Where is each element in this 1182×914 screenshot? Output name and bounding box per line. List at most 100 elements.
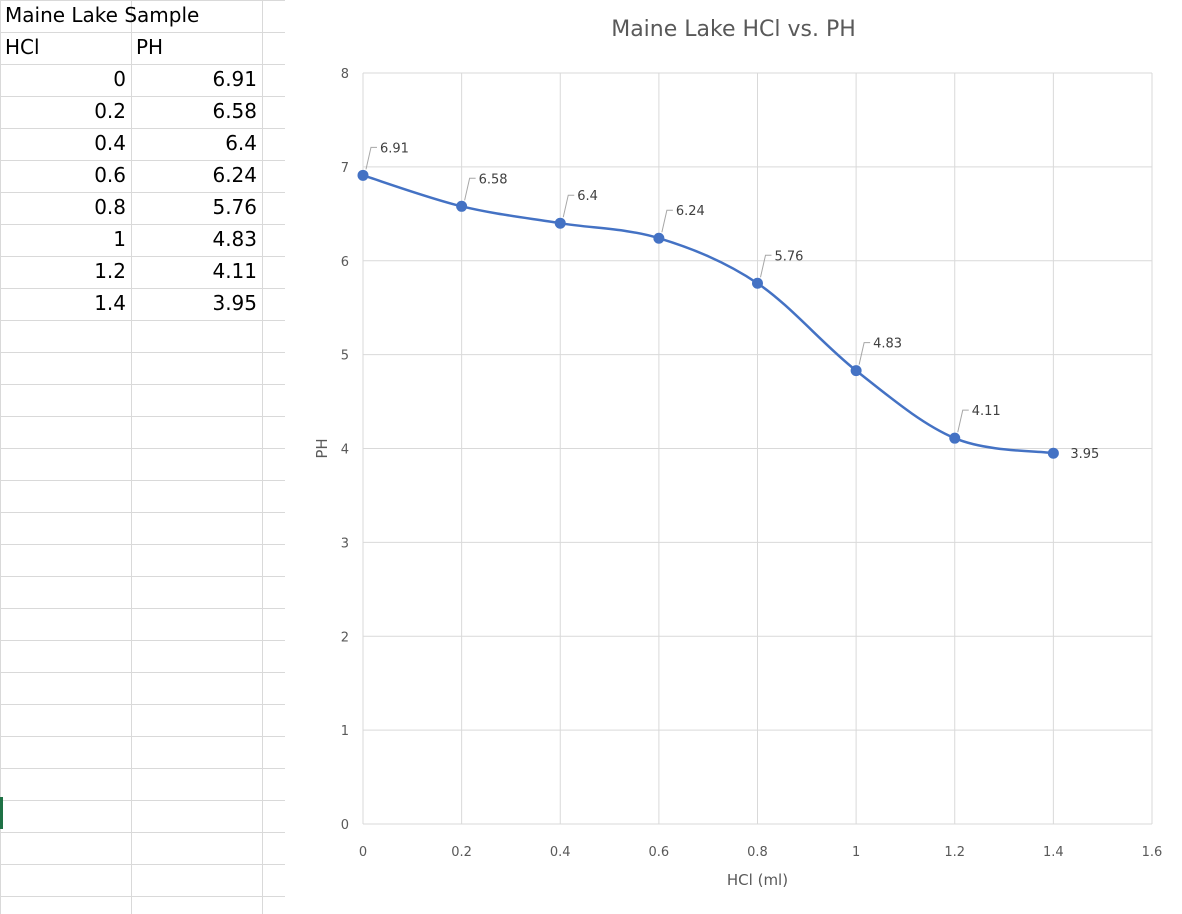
data-point [850, 365, 862, 377]
hcl-value-cell[interactable]: 0.6 [94, 163, 126, 187]
ph-value-cell[interactable]: 5.76 [212, 195, 257, 219]
x-tick-label: 1 [852, 845, 860, 860]
chart-title: Maine Lake HCl vs. PH [611, 17, 856, 42]
gridline [262, 0, 263, 914]
data-label-leader [464, 177, 476, 201]
x-tick-label: 1.4 [1043, 845, 1064, 860]
gridline [0, 384, 285, 385]
data-label-leader [365, 146, 377, 170]
gridline [0, 320, 285, 321]
data-label: 6.91 [380, 141, 409, 156]
gridline [131, 0, 132, 914]
data-label: 6.4 [577, 189, 598, 204]
hcl-value-cell[interactable]: 0.8 [94, 195, 126, 219]
x-tick-label: 1.6 [1142, 845, 1163, 860]
y-tick-label: 1 [341, 724, 349, 739]
y-tick-label: 6 [341, 255, 349, 270]
data-point [949, 432, 961, 444]
series-line [362, 174, 1054, 455]
gridline [0, 416, 285, 417]
header-cell-hcl[interactable]: HCl [5, 35, 40, 59]
ph-value-cell[interactable]: 6.4 [225, 131, 257, 155]
hcl-value-cell[interactable]: 1.2 [94, 259, 126, 283]
gridline [0, 160, 285, 161]
data-label: 5.76 [775, 249, 804, 264]
gridline [0, 224, 285, 225]
gridline [0, 128, 285, 129]
gridline [0, 672, 285, 673]
data-label-leader [858, 342, 871, 365]
data-point [1047, 447, 1059, 459]
y-tick-label: 3 [341, 536, 349, 551]
sheet-title-cell[interactable]: Maine Lake Sample [5, 3, 200, 27]
x-tick-label: 0.2 [451, 845, 472, 860]
data-label: 4.11 [972, 404, 1001, 419]
y-tick-label: 0 [341, 818, 349, 833]
gridline [0, 704, 285, 705]
y-tick-label: 5 [341, 349, 349, 364]
ph-value-cell[interactable]: 6.24 [212, 163, 257, 187]
gridline [0, 352, 285, 353]
gridline [0, 832, 285, 833]
chart[interactable]: Maine Lake HCl vs. PH 0 1 2 3 4 5 6 7 8 0 0.2 0.4 0.… [285, 0, 1182, 914]
ph-value-cell[interactable]: 4.83 [212, 227, 257, 251]
data-label-leader [661, 209, 673, 233]
gridline [0, 32, 285, 33]
gridline [0, 544, 285, 545]
data-point [456, 200, 468, 212]
gridline [0, 96, 285, 97]
gridline [0, 800, 285, 801]
gridline [0, 288, 285, 289]
data-point [653, 232, 665, 244]
data-label-leader [562, 194, 575, 218]
y-tick-label: 2 [341, 630, 349, 645]
gridline [0, 192, 285, 193]
data-label: 4.83 [873, 337, 902, 352]
hcl-value-cell[interactable]: 1 [113, 227, 126, 251]
data-label: 3.95 [1070, 447, 1099, 462]
gridline [0, 0, 285, 1]
y-tick-label: 8 [341, 67, 349, 82]
gridline [0, 768, 285, 769]
ph-value-cell[interactable]: 6.91 [212, 67, 257, 91]
gridline [0, 864, 285, 865]
gridline [0, 64, 285, 65]
gridline [0, 608, 285, 609]
gridline [0, 512, 285, 513]
data-point [357, 169, 369, 181]
x-tick-label: 0.6 [649, 845, 670, 860]
data-label-leader [760, 254, 772, 278]
data-point [554, 217, 566, 229]
gridline [0, 480, 285, 481]
active-cell-indicator [0, 797, 3, 829]
x-tick-label: 0.4 [550, 845, 571, 860]
data-label: 6.58 [479, 172, 508, 187]
y-tick-label: 4 [341, 443, 349, 458]
header-cell-ph[interactable]: PH [136, 35, 164, 59]
ph-value-cell[interactable]: 3.95 [212, 291, 257, 315]
chart-plot: 0 1 2 3 4 5 6 7 8 0 0.2 0.4 0.6 0.8 1 1.2 1.4 1.6 HCl (ml)… [313, 67, 1163, 889]
data-label-leader [957, 409, 969, 433]
gridline [0, 256, 285, 257]
hcl-value-cell[interactable]: 0 [113, 67, 126, 91]
hcl-value-cell[interactable]: 0.4 [94, 131, 126, 155]
gridline [0, 896, 285, 897]
ph-value-cell[interactable]: 4.11 [212, 259, 257, 283]
x-tick-label: 0.8 [747, 845, 768, 860]
y-axis-title: PH [313, 438, 331, 458]
hcl-value-cell[interactable]: 1.4 [94, 291, 126, 315]
gridline [0, 640, 285, 641]
x-axis-title: HCl (ml) [727, 871, 788, 889]
gridline [0, 736, 285, 737]
x-tick-label: 1.2 [944, 845, 965, 860]
gridline [0, 0, 1, 914]
gridline [0, 448, 285, 449]
x-tick-label: 0 [359, 845, 367, 860]
data-point [752, 277, 763, 289]
hcl-value-cell[interactable]: 0.2 [94, 99, 126, 123]
y-tick-label: 7 [341, 161, 349, 176]
gridline [0, 576, 285, 577]
ph-value-cell[interactable]: 6.58 [212, 99, 257, 123]
spreadsheet-grid[interactable]: Maine Lake Sample HCl PH 0 6.91 0.2 6.58 0.4 6.4… [0, 0, 286, 914]
data-label: 6.24 [676, 204, 705, 219]
